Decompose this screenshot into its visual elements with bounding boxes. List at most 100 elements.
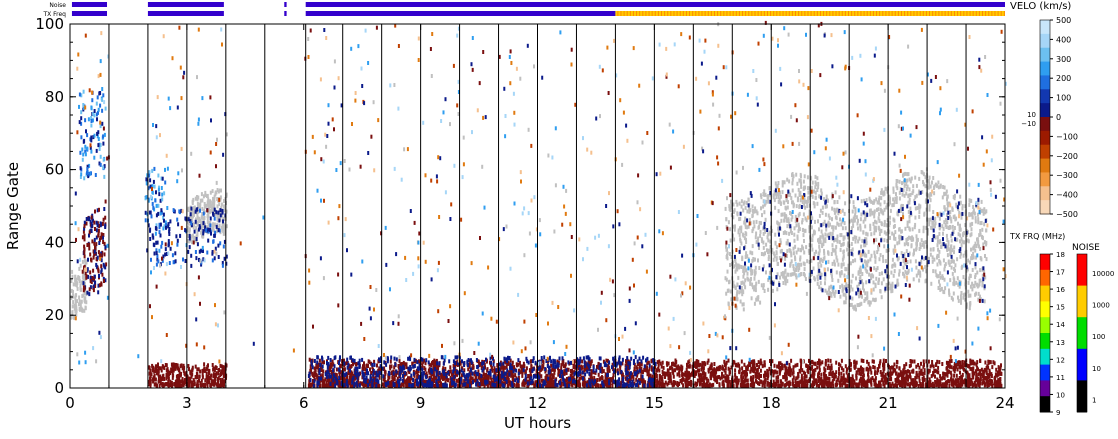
ground-scatter-cell: [875, 197, 878, 202]
ground-scatter-cell: [757, 236, 760, 241]
ground-scatter-cell: [784, 268, 787, 273]
ground-scatter-cell: [810, 272, 812, 277]
near-range-cell: [751, 368, 754, 373]
ground-scatter-cell: [207, 221, 210, 226]
near-range-cell: [745, 373, 748, 378]
ground-scatter-cell: [971, 212, 974, 216]
ground-scatter-cell: [902, 265, 905, 270]
near-range-cell: [670, 380, 673, 385]
ground-scatter-cell: [864, 297, 867, 302]
near-range-cell: [678, 370, 681, 375]
ground-scatter-cell: [884, 259, 887, 264]
near-range-cell: [939, 382, 942, 387]
ground-scatter-cell: [841, 208, 844, 213]
near-range-cell: [746, 367, 749, 372]
ground-scatter-cell: [763, 189, 766, 194]
ground-scatter-cell: [789, 249, 792, 254]
ground-scatter-cell: [837, 262, 840, 267]
ground-scatter-cell: [931, 255, 934, 260]
ground-scatter-cell: [915, 273, 918, 278]
ground-scatter-cell: [976, 237, 979, 242]
ground-scatter-cell: [843, 300, 846, 305]
ground-scatter-cell: [927, 228, 929, 233]
near-range-cell: [604, 372, 607, 377]
near-range-cell: [931, 360, 934, 364]
ground-scatter-cell: [813, 231, 816, 236]
near-range-cell: [490, 377, 493, 382]
ground-scatter-cell: [212, 196, 214, 201]
ground-scatter-cell: [84, 297, 86, 301]
near-range-cell: [708, 383, 711, 388]
near-range-cell: [890, 365, 893, 370]
near-range-cell: [579, 372, 582, 377]
ground-scatter-cell: [739, 226, 741, 231]
near-range-cell: [987, 383, 990, 387]
ground-scatter-cell: [873, 231, 876, 236]
ground-scatter-cell: [824, 288, 827, 293]
ground-scatter-cell: [912, 277, 915, 282]
near-range-cell: [959, 360, 962, 365]
ground-scatter-cell: [78, 279, 81, 284]
ground-scatter-cell: [915, 193, 918, 198]
ground-scatter-cell: [78, 295, 81, 300]
near-range-cell: [153, 369, 156, 374]
ground-scatter-cell: [754, 235, 757, 240]
near-range-cell: [838, 371, 841, 376]
ground-scatter-cell: [791, 188, 794, 193]
near-range-cell: [204, 378, 207, 383]
ground-scatter-cell: [966, 267, 969, 272]
near-range-cell: [960, 374, 963, 379]
ground-scatter-cell: [785, 231, 788, 236]
ground-scatter-cell: [219, 197, 222, 202]
near-range-cell: [549, 377, 552, 382]
near-range-cell: [196, 380, 199, 384]
near-range-cell: [484, 365, 486, 370]
ground-scatter-cell: [817, 181, 820, 186]
near-range-cell: [349, 384, 352, 388]
ground-scatter-cell: [196, 221, 199, 226]
ground-scatter-cell: [741, 280, 744, 285]
ground-scatter-cell: [944, 218, 947, 223]
near-range-cell: [315, 365, 318, 369]
ground-scatter-cell: [740, 225, 743, 230]
ground-scatter-cell: [851, 287, 854, 292]
near-range-cell: [198, 378, 200, 383]
ground-scatter-cell: [784, 230, 786, 235]
near-range-cell: [939, 374, 942, 379]
near-range-cell: [772, 369, 775, 374]
near-range-cell: [590, 369, 593, 374]
ground-scatter-cell: [744, 278, 747, 283]
ground-scatter-cell: [740, 204, 743, 209]
ground-scatter-cell: [780, 271, 783, 276]
ground-scatter-cell: [969, 260, 971, 265]
near-range-cell: [797, 372, 800, 376]
ground-scatter-cell: [894, 263, 897, 268]
near-range-cell: [817, 379, 820, 384]
near-range-cell: [509, 370, 512, 375]
ground-scatter-cell: [746, 225, 748, 230]
near-range-cell: [874, 371, 876, 376]
near-range-cell: [205, 371, 208, 376]
near-range-cell: [868, 378, 870, 383]
ground-scatter-cell: [759, 233, 762, 238]
near-range-cell: [707, 378, 710, 383]
near-range-cell: [482, 369, 485, 374]
near-range-cell: [724, 370, 727, 375]
ground-scatter-cell: [941, 224, 944, 229]
ground-scatter-cell: [852, 216, 855, 221]
ground-scatter-cell: [943, 290, 946, 295]
ground-scatter-cell: [918, 228, 921, 233]
ground-scatter-cell: [898, 240, 901, 245]
near-range-cell: [518, 360, 521, 365]
near-range-cell: [808, 358, 810, 363]
ground-scatter-cell: [893, 269, 896, 274]
ground-scatter-cell: [878, 212, 881, 217]
near-range-cell: [149, 379, 152, 384]
ground-scatter-cell: [795, 172, 798, 177]
near-range-cell: [893, 362, 896, 367]
near-range-cell: [154, 382, 157, 387]
ground-scatter-cell: [740, 229, 743, 234]
near-range-cell: [498, 375, 501, 380]
ground-scatter-cell: [736, 211, 739, 216]
ground-scatter-cell: [915, 183, 918, 188]
